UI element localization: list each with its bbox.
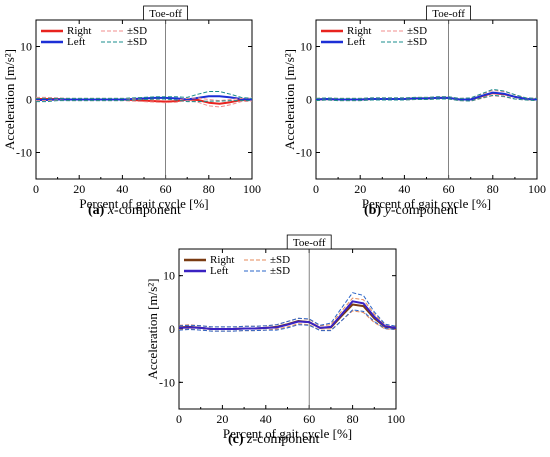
chart-panel-c: 0 20 40 60 80 100 -10 0 10 Percent of gait cycle … — [145, 234, 405, 441]
caption-a-component: x — [107, 203, 115, 218]
y-tick-label: -10 — [159, 375, 175, 389]
x-axis-label: Percent of gait cycle [%] — [362, 196, 491, 211]
caption-b-component: y — [384, 203, 391, 218]
series-line-sd-4 — [36, 91, 253, 99]
toe-off-label: Toe-off — [293, 237, 326, 249]
x-axis-label: Percent of gait cycle [%] — [79, 196, 208, 211]
series-line-sd-5 — [36, 98, 252, 103]
legend-label: Left — [67, 36, 85, 48]
x-tick-label: 0 — [313, 182, 319, 196]
legend-label: Right — [67, 25, 91, 37]
y-tick-label: 0 — [306, 93, 312, 107]
y-axis-label: Acceleration [m/s²] — [145, 279, 160, 380]
y-tick-label: 10 — [300, 40, 312, 54]
chart-panel-a: 0 20 40 60 80 100 -10 0 10 Percent of gait cycle … — [2, 5, 261, 211]
x-tick-label: 40 — [260, 412, 272, 426]
x-tick-label: 60 — [160, 182, 172, 196]
y-tick-label: 10 — [163, 269, 175, 283]
x-tick-label: 40 — [116, 182, 128, 196]
x-tick-label: 0 — [176, 412, 182, 426]
series-line-sd-4 — [178, 292, 397, 328]
caption-c-letter: (c) — [228, 432, 244, 447]
y-axis-label: Acceleration [m/s²] — [2, 49, 17, 150]
legend-label: ±SD — [127, 25, 147, 37]
y-tick-label: 0 — [26, 93, 32, 107]
caption-a-suffix: -component — [114, 203, 181, 218]
legend-label: Left — [210, 265, 228, 277]
caption-b: (b) y-component — [364, 203, 458, 219]
x-axis-label: Percent of gait cycle [%] — [223, 426, 352, 441]
legend-label: ±SD — [407, 36, 427, 48]
y-tick-label: -10 — [296, 146, 312, 160]
caption-b-letter: (b) — [364, 203, 382, 218]
caption-c-suffix: -component — [252, 432, 320, 447]
series-line-sd-4 — [315, 88, 538, 99]
x-tick-label: 60 — [443, 182, 455, 196]
caption-a-letter: (a) — [88, 203, 105, 218]
legend-label: ±SD — [270, 254, 290, 266]
series-line-left — [178, 300, 397, 330]
x-tick-label: 100 — [387, 412, 405, 426]
series-line-sd-5 — [178, 309, 397, 332]
x-tick-label: 100 — [528, 182, 546, 196]
y-tick-label: -10 — [16, 146, 32, 160]
legend-label: Right — [347, 25, 371, 37]
x-tick-label: 20 — [354, 182, 366, 196]
series-line-sd-5 — [315, 94, 538, 102]
legend-label: Left — [347, 36, 365, 48]
x-tick-label: 20 — [216, 412, 228, 426]
chart-panel-b: 0 20 40 60 80 100 -10 0 10 Percent of gait cycle … — [282, 5, 546, 211]
y-axis-label: Acceleration [m/s²] — [282, 49, 297, 150]
x-tick-label: 20 — [73, 182, 85, 196]
x-tick-label: 80 — [487, 182, 499, 196]
legend-label: ±SD — [270, 265, 290, 277]
toe-off-label: Toe-off — [432, 8, 465, 20]
series-line-left — [36, 95, 253, 101]
caption-b-suffix: -component — [390, 203, 458, 218]
y-tick-label: 10 — [20, 40, 32, 54]
x-tick-label: 100 — [243, 182, 261, 196]
x-tick-label: 60 — [303, 412, 315, 426]
toe-off-box — [426, 5, 472, 21]
x-tick-label: 0 — [33, 182, 39, 196]
series-line-left — [315, 91, 538, 101]
caption-a: (a) x-component — [88, 203, 181, 219]
legend-label: ±SD — [407, 25, 427, 37]
y-tick-label: 0 — [169, 322, 175, 336]
toe-off-box — [143, 5, 189, 21]
legend-label: ±SD — [127, 36, 147, 48]
x-tick-label: 80 — [203, 182, 215, 196]
caption-c: (c) z-component — [228, 432, 319, 448]
toe-off-label: Toe-off — [149, 8, 182, 20]
x-tick-label: 40 — [398, 182, 410, 196]
caption-c-component: z — [247, 432, 253, 447]
legend-label: Right — [210, 254, 234, 266]
toe-off-box — [286, 234, 332, 250]
x-tick-label: 80 — [347, 412, 359, 426]
